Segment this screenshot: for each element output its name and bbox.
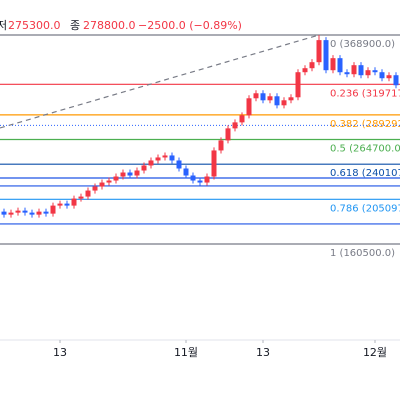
fib-label: 1 (160500.0) bbox=[330, 248, 395, 259]
candle-body bbox=[330, 58, 336, 71]
candle-body bbox=[162, 155, 168, 158]
candle-body bbox=[225, 128, 231, 141]
candle-body bbox=[169, 155, 175, 161]
candle-body bbox=[386, 75, 392, 79]
candle-body bbox=[267, 96, 273, 101]
x-tick-label: 13 bbox=[256, 346, 270, 359]
candle-body bbox=[379, 72, 385, 79]
candle-body bbox=[358, 65, 364, 76]
fib-label: 0.382 (289292.8) bbox=[330, 119, 400, 130]
x-tick-label: 12월 bbox=[363, 346, 387, 359]
candle-body bbox=[15, 210, 21, 213]
candle-body bbox=[281, 100, 287, 106]
candle-body bbox=[120, 172, 126, 177]
candle-body bbox=[232, 122, 238, 129]
candle-body bbox=[1, 211, 7, 215]
candle-body bbox=[295, 72, 301, 98]
fib-label: 0.236 (319717.6) bbox=[330, 88, 400, 99]
candle-body bbox=[351, 65, 357, 75]
candle-body bbox=[246, 98, 252, 116]
candle-body bbox=[302, 68, 308, 73]
candle-body bbox=[218, 140, 224, 151]
candle-body bbox=[57, 203, 63, 206]
candle-body bbox=[148, 160, 154, 166]
candle-body bbox=[155, 157, 161, 161]
header: 저 275300.0 종 278800.0 −2500.0 (−0.89%) bbox=[0, 19, 242, 32]
candle-body bbox=[92, 186, 98, 191]
candle-body bbox=[127, 172, 133, 176]
close-label: 종 bbox=[70, 19, 80, 32]
candle-body bbox=[260, 93, 266, 101]
candle-body bbox=[22, 210, 28, 213]
candle-body bbox=[288, 97, 294, 101]
candle-body bbox=[344, 72, 350, 75]
low-value: 275300.0 bbox=[8, 19, 61, 32]
candle-body bbox=[99, 182, 105, 187]
candle-body bbox=[316, 40, 322, 63]
change: −2500.0 (−0.89%) bbox=[138, 19, 242, 32]
candle-body bbox=[393, 75, 399, 86]
candle-body bbox=[29, 212, 35, 215]
candle-body bbox=[309, 62, 315, 69]
close-value: 278800.0 bbox=[83, 19, 136, 32]
low-label: 저 bbox=[0, 19, 7, 32]
candle-body bbox=[141, 165, 147, 171]
candle-body bbox=[190, 175, 196, 181]
fib-label: 0 (368900.0) bbox=[330, 39, 395, 50]
candle-body bbox=[71, 198, 77, 206]
candle-body bbox=[183, 168, 189, 176]
candle-body bbox=[372, 70, 378, 73]
candle-body bbox=[134, 170, 140, 176]
x-tick-label: 13 bbox=[53, 346, 67, 359]
fib-label: 0.5 (264700.0) bbox=[330, 144, 400, 155]
candle-body bbox=[36, 211, 42, 215]
candle-body bbox=[43, 211, 49, 214]
fib-label: 0.618 (240107.2) bbox=[330, 168, 400, 179]
candle-body bbox=[197, 180, 203, 183]
fib-label: 0.786 (205097.6) bbox=[330, 203, 400, 214]
candle-body bbox=[323, 40, 329, 71]
candle-body bbox=[8, 212, 14, 215]
candle-body bbox=[211, 150, 217, 177]
candle-body bbox=[274, 96, 280, 106]
candle-body bbox=[50, 205, 56, 214]
candle-body bbox=[106, 180, 112, 183]
candle-body bbox=[239, 115, 245, 123]
trend-line bbox=[0, 34, 320, 129]
x-tick-label: 11월 bbox=[174, 346, 198, 359]
candle-body bbox=[253, 93, 259, 99]
candle-body bbox=[113, 176, 119, 181]
candle-body bbox=[365, 70, 371, 76]
candle-body bbox=[337, 58, 343, 73]
candle-body bbox=[78, 196, 84, 199]
candle-body bbox=[204, 176, 210, 183]
candle-body bbox=[176, 160, 182, 169]
candle-body bbox=[64, 203, 70, 206]
candle-body bbox=[85, 190, 91, 197]
